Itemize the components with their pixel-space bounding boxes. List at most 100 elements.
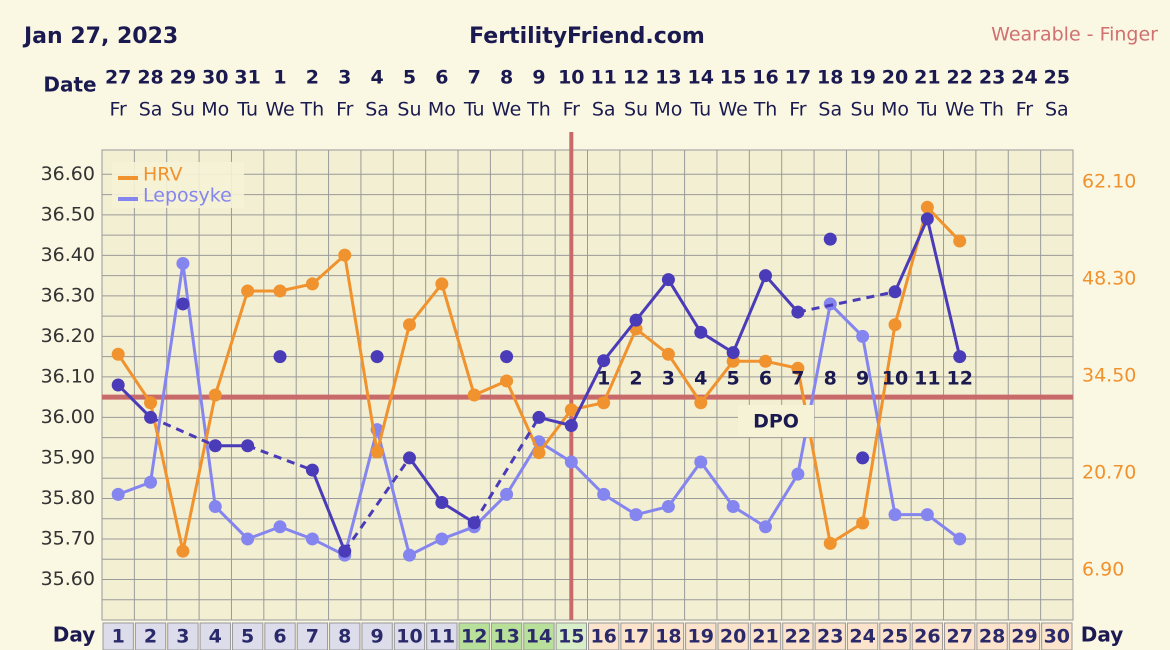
series-point (823, 536, 837, 550)
weekday: Sa (1045, 99, 1069, 121)
weekday: Fr (110, 99, 128, 121)
day-cell (199, 622, 231, 650)
dpo-number: 2 (629, 368, 642, 390)
day-cell (426, 622, 458, 650)
day-number: 6 (273, 626, 286, 648)
weekday: Tu (916, 99, 938, 121)
temperature-point (791, 305, 805, 319)
temperature-segment (602, 319, 638, 362)
temperature-point (273, 350, 287, 364)
weekday: Th (753, 99, 778, 121)
temperature-point (500, 350, 514, 364)
temperature-point (435, 496, 449, 509)
weekday: Su (851, 99, 875, 121)
legend-label: HRV (143, 164, 182, 186)
temperature-point (888, 285, 902, 299)
series-point (564, 455, 578, 469)
temperature-point (111, 378, 125, 392)
series-point (305, 532, 319, 546)
day-cell (458, 622, 490, 650)
y-tick-label: 36.60 (41, 163, 95, 185)
day-number: 19 (688, 626, 714, 648)
temperature-point (241, 439, 255, 453)
dpo-number: 11 (914, 368, 940, 390)
temperature-point (823, 232, 837, 246)
series-point (726, 500, 740, 514)
series-point (208, 388, 222, 402)
day-number: 15 (558, 626, 584, 648)
series-point (759, 354, 773, 368)
temperature-point (402, 451, 416, 465)
day-number: 18 (655, 626, 681, 648)
day-cell (555, 622, 588, 650)
temperature-point (144, 410, 158, 424)
day-number: 29 (1011, 626, 1037, 648)
series-point (920, 200, 934, 214)
day-cell (782, 622, 814, 650)
series-point (338, 248, 352, 262)
day-number: 20 (720, 626, 746, 648)
day-number: 25 (882, 626, 908, 648)
day-number: 8 (338, 626, 351, 648)
series-point (305, 277, 319, 291)
day-number: 3 (176, 626, 189, 648)
day-number: 13 (493, 626, 519, 648)
day-number: 14 (526, 626, 552, 648)
day-cell (879, 622, 911, 650)
day-cell (231, 622, 264, 650)
day-cell (264, 622, 296, 650)
series-point (532, 446, 546, 460)
day-cell (685, 622, 717, 650)
y2-tick-label: 20.70 (1082, 462, 1136, 484)
date-number: 2 (306, 67, 319, 89)
date-number: 9 (532, 67, 545, 89)
date-number: 23 (979, 67, 1005, 89)
series-point (273, 520, 287, 534)
day-number: 5 (241, 626, 254, 648)
date-number: 16 (752, 67, 778, 89)
y-tick-label: 36.30 (41, 284, 95, 306)
series-point (629, 508, 643, 522)
date-number: 13 (655, 67, 681, 89)
weekday: We (945, 99, 974, 121)
temperature-point (661, 273, 675, 287)
dpo-number: 9 (856, 368, 869, 390)
series-point (661, 500, 675, 514)
series-point (144, 396, 158, 410)
day-number: 23 (817, 626, 843, 648)
temperature-segment (925, 218, 962, 357)
day-number: 1 (112, 626, 125, 648)
day-number: 11 (429, 626, 455, 648)
weekday: Th (979, 99, 1004, 121)
weekday: Sa (365, 99, 389, 121)
weekday: Tu (463, 99, 485, 121)
temperature-segment (343, 457, 411, 552)
series-point (888, 318, 902, 332)
date-number: 19 (849, 67, 875, 89)
temperature-point (920, 212, 934, 226)
day-cell (296, 622, 329, 650)
date-number: 3 (338, 67, 351, 89)
day-number: 22 (785, 626, 811, 648)
temperature-point (305, 463, 319, 477)
dpo-number: 3 (662, 368, 675, 390)
dpo-label: DPO (753, 411, 799, 433)
date-number: 24 (1011, 67, 1037, 89)
y2-tick-label: 62.10 (1082, 170, 1136, 192)
dpo-number: 7 (791, 368, 804, 390)
temperature-point (694, 325, 708, 339)
day-cell (329, 622, 361, 650)
temperature-point (759, 269, 773, 283)
temperature-segment (117, 383, 152, 419)
date-number: 8 (500, 67, 513, 89)
series-point (144, 475, 158, 489)
day-cell (652, 622, 685, 650)
day-cell (523, 622, 555, 650)
weekday: Tu (236, 99, 258, 121)
series-point (694, 455, 708, 469)
series-point (176, 256, 190, 270)
weekday: We (265, 99, 294, 121)
y-tick-label: 36.40 (41, 244, 95, 266)
day-number: 17 (623, 626, 649, 648)
